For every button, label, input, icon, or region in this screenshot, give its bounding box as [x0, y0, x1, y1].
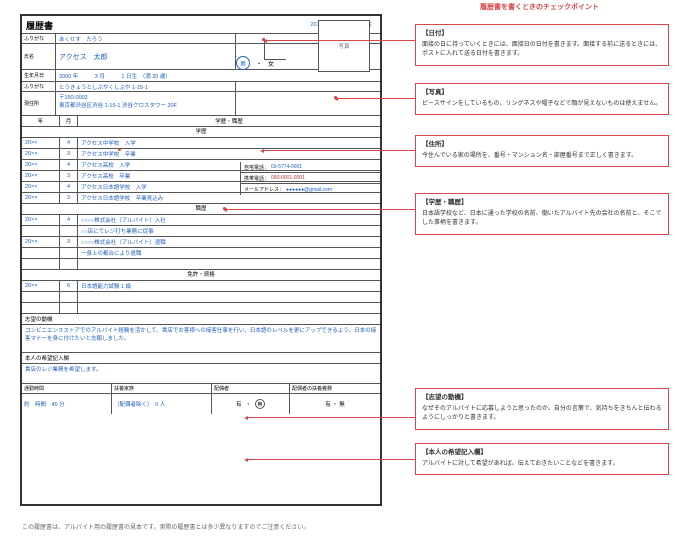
arrow-addr	[262, 150, 415, 151]
addr-furigana-label: ふりがな	[22, 82, 56, 91]
history-row: ○○店にてレジ打ち業務に従事	[22, 226, 380, 237]
wish-body: 貴店のレジ業務を希望します。	[22, 364, 380, 384]
resume-sheet: 履歴書 2010 年 1 月 1 日現在 ふりがな あくせす たろう 氏名 アク…	[20, 14, 382, 506]
photo-box: 写真	[318, 20, 370, 72]
gender-female: 女	[268, 59, 274, 68]
addr-furigana: とうきょうとしぶやくしぶや 1-15-1	[56, 82, 236, 91]
gender-male: 男	[236, 56, 250, 70]
history-row: 20××4○○○○株式会社（アルバイト）入社	[22, 215, 380, 226]
tel-value: 03-5774-0001	[271, 164, 302, 170]
history-row: 一身上の都合により退職	[22, 248, 380, 259]
dob-label: 生年月日	[22, 70, 56, 81]
page-banner: 履歴書を書くときのチェックポイント	[480, 2, 599, 12]
addr-value: 東京都渋谷区渋谷 1-15-1 渋谷クロスタワー 20F	[59, 101, 177, 109]
arrow-photo	[336, 98, 415, 99]
gender-field: 男 ・ 女	[236, 56, 274, 70]
bottom-grid: 通勤時間 約 時間 45 分 扶養家族 （配偶者除く） 0 人 配偶者 有・無 …	[22, 384, 380, 414]
motive-title: 志望の動機	[22, 314, 380, 325]
tip-panel: 【日付】面接の日に持っていくときには、面接日の日付を書きます。面接する前に送ると…	[415, 24, 669, 66]
arrow-hist	[225, 209, 415, 210]
email-label: メールアドレス：	[244, 186, 284, 193]
tel-label: 自宅電話：	[244, 164, 269, 171]
history-row: 20××4アクセス中学校 入学	[22, 138, 380, 149]
arrow-motive	[246, 417, 415, 418]
tip-panel: 【本人の希望記入欄】アルバイトに対して希望があれば、伝えておきたいことなどを書き…	[415, 443, 669, 475]
name-label: 氏名	[22, 44, 56, 69]
arrow-date	[265, 40, 415, 41]
arrow-wish	[246, 459, 415, 460]
furigana-label: ふりがな	[22, 34, 56, 43]
section-lic: 免許・資格	[22, 270, 380, 281]
spouse-no-circle: 無	[255, 399, 265, 409]
addr-label: 現住所	[22, 92, 56, 115]
history-row: 20××3○○○○株式会社（アルバイト）退職	[22, 237, 380, 248]
addr-zip: 〒150-0002	[59, 93, 88, 101]
name-value: アクセス 太郎	[56, 44, 236, 69]
mobile-value: 090-0001-0001	[271, 175, 305, 181]
footnote: この履歴書は、アルバイト用の履歴書の見本です。実際の履歴書とは多少異なりますので…	[22, 522, 309, 531]
tip-panel: 【住所】今住んでいる家の場所を、番号・マンション名・部屋番号まで正しく書きます。	[415, 135, 669, 167]
history-header: 年 月 学歴・職歴	[22, 116, 380, 127]
section-edu: 学歴	[22, 127, 380, 138]
furigana-value: あくせす たろう	[56, 34, 236, 43]
tip-panel: 【写真】ピースサインをしているもの、リングネスや帽子などで顔が見えないものは使え…	[415, 83, 669, 115]
wish-title: 本人の希望記入欄	[22, 353, 380, 364]
tip-panel: 【学歴・職歴】日本語学校など、日本に通った学校の名前、働いたアルバイト先の会社の…	[415, 193, 669, 235]
mobile-label: 携帯電話：	[244, 175, 269, 182]
tip-panel: 【志望の動機】なぜそのアルバイトに応募しようと思ったのか、自分の言葉で、気持ちを…	[415, 388, 669, 430]
history-row: 20××6日本語能力試験 1 級	[22, 281, 380, 292]
contact-block: 自宅電話：03-5774-0001 携帯電話：090-0001-0001 メール…	[240, 162, 380, 195]
email-value: ●●●●●●@gmail.com	[286, 187, 332, 193]
motive-body: コンビニエンスストアでのアルバイト経験を活かして、貴店でお客様への接客仕事を行い…	[22, 325, 380, 353]
sheet-title: 履歴書	[22, 16, 82, 33]
